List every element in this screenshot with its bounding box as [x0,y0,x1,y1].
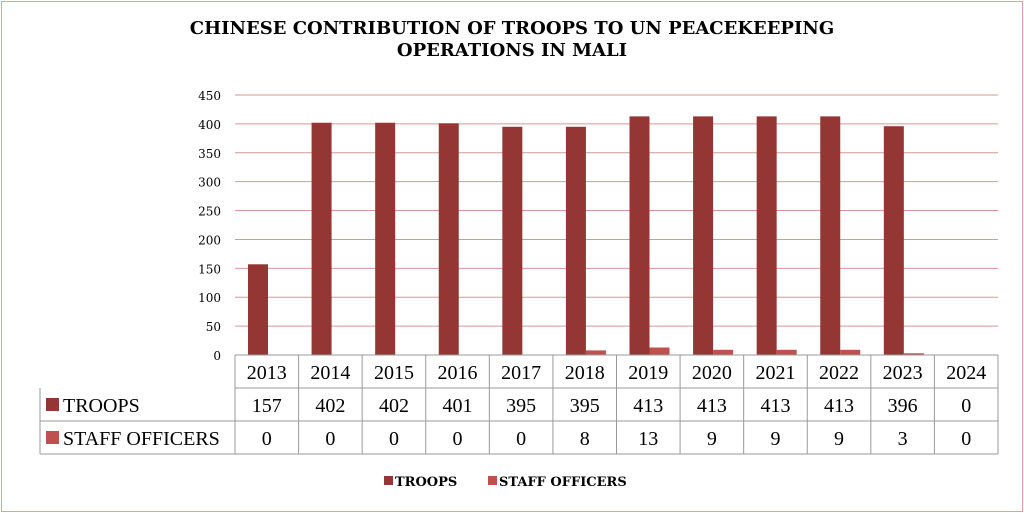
bar-staff-officers [585,350,606,355]
category-label: 2021 [755,362,795,384]
bar-troops [438,123,459,355]
y-tick-label: 200 [198,233,221,247]
legend-label: TROOPS [395,475,457,490]
data-table-value: 396 [888,395,918,417]
legend-key-icon [488,476,497,485]
bar-troops [693,116,714,355]
data-table-value: 0 [325,428,335,450]
bar-troops [248,264,268,355]
y-tick-label: 100 [198,291,221,305]
bar-troops [629,116,650,355]
bar-troops [565,126,586,356]
data-table-series-label: STAFF OFFICERS [63,428,220,450]
category-label: 2023 [883,362,923,384]
data-table-value: 413 [697,395,727,417]
category-label: 2019 [628,362,668,384]
data-table-value: 401 [443,395,473,417]
data-table-value: 0 [961,428,971,450]
data-table-value: 0 [453,428,463,450]
category-label: 2013 [247,362,287,384]
data-table-value: 413 [633,395,663,417]
bar-troops [756,116,777,355]
y-tick-label: 300 [198,176,221,190]
data-table-value: 395 [570,395,600,417]
y-tick-label: 350 [198,147,221,161]
y-tick-label: 150 [198,262,221,276]
data-table-value: 9 [834,428,844,450]
data-table-value: 0 [389,428,399,450]
bar-staff-officers [649,347,670,355]
legend-label: STAFF OFFICERS [499,475,627,490]
chart-title-line-1: CHINESE CONTRIBUTION OF TROOPS TO UN PEA… [189,18,835,39]
data-table-value: 413 [760,395,790,417]
legend-key-icon [46,398,59,411]
legend-key-icon [46,431,59,444]
data-table-value: 9 [707,428,717,450]
bar-staff-officers [713,349,734,355]
category-label: 2024 [946,362,986,384]
chart-title: CHINESE CONTRIBUTION OF TROOPS TO UN PEA… [0,18,1024,62]
bar-staff-officers [903,353,924,355]
category-label: 2015 [374,362,414,384]
bar-troops [883,126,904,355]
category-label: 2020 [692,362,732,384]
bar-staff-officers [840,349,861,355]
y-tick-label: 250 [198,205,221,219]
data-table-value: 0 [262,428,272,450]
data-table-value: 157 [252,395,282,417]
category-label: 2022 [819,362,859,384]
data-table-value: 8 [580,428,590,450]
data-table-value: 402 [315,395,345,417]
data-table-value: 9 [770,428,780,450]
y-tick-label: 450 [198,89,221,103]
legend-key-icon [384,476,393,485]
data-table-value: 3 [898,428,908,450]
y-tick-label: 400 [198,118,221,132]
category-label: 2016 [438,362,478,384]
bar-troops [502,126,523,356]
data-table-value: 395 [506,395,536,417]
category-label: 2014 [310,362,350,384]
y-tick-label: 50 [206,320,221,334]
bar-staff-officers [776,349,797,355]
chart-title-line-2: OPERATIONS IN MALI [396,40,628,61]
data-table-value: 402 [379,395,409,417]
data-table-value: 0 [516,428,526,450]
category-label: 2017 [501,362,541,384]
data-table-value: 0 [961,395,971,417]
bar-troops [311,122,332,355]
data-table-series-label: TROOPS [63,395,140,417]
data-table-value: 13 [638,428,658,450]
bar-troops [820,116,841,355]
y-tick-label: 0 [213,349,221,363]
data-table-value: 413 [824,395,854,417]
bar-troops [375,122,396,355]
category-label: 2018 [565,362,605,384]
